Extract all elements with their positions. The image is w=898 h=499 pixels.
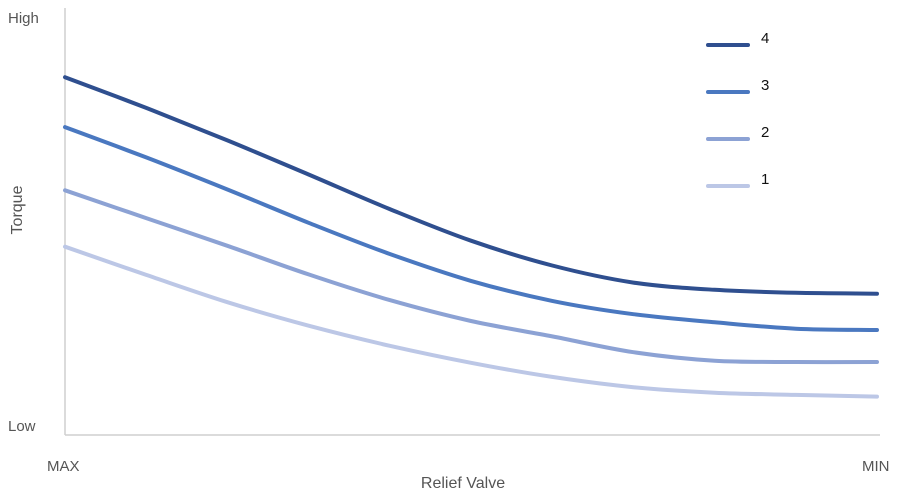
series-line-2 [63,188,879,365]
series-line-3 [63,125,879,332]
series-lines [63,75,879,399]
legend-item-3: 3 [706,77,769,94]
legend: 4 3 2 1 [706,30,769,188]
series-line-4 [63,75,879,296]
y-axis-title: Torque [9,185,26,234]
series-line-1 [63,244,879,399]
legend-label-3: 3 [761,77,769,94]
legend-label-2: 2 [761,124,769,141]
y-tick-low: Low [8,418,36,435]
legend-item-2: 2 [706,124,769,141]
x-tick-min: MIN [862,458,890,475]
x-tick-max: MAX [47,458,80,475]
legend-label-4: 4 [761,30,769,47]
legend-item-4: 4 [706,30,769,47]
legend-label-1: 1 [761,171,769,188]
legend-item-1: 1 [706,171,769,188]
x-axis-title: Relief Valve [421,475,505,492]
y-tick-high: High [8,10,39,27]
